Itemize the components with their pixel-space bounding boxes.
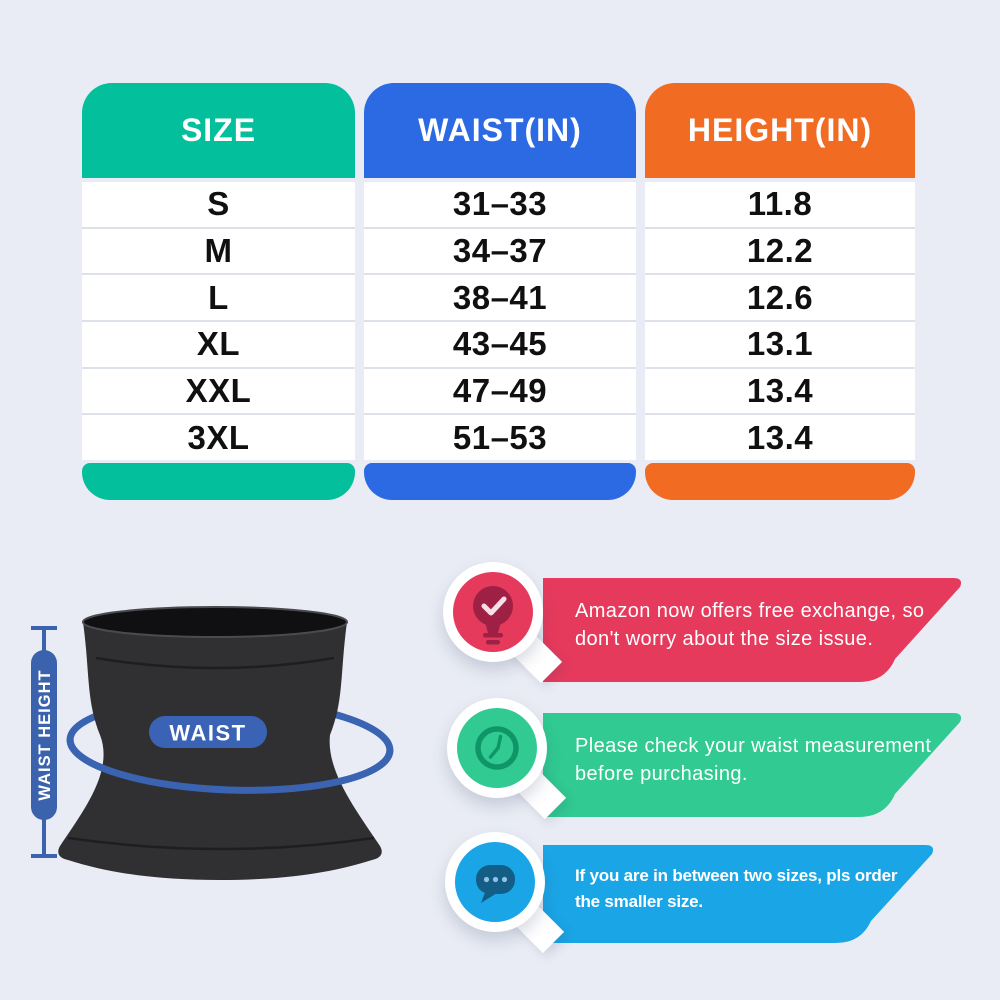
waist-pill (149, 716, 267, 748)
height-column-cells: 11.8 12.2 12.6 13.1 13.4 13.4 (645, 182, 915, 461)
garment-opening (82, 606, 348, 638)
waist-column-header: WAIST(IN) (364, 83, 636, 178)
callout-green-text: Please check your waist measurement befo… (543, 713, 965, 817)
size-table: SIZE S M L XL XXL 3XL WAIST(IN) 31–33 34… (82, 83, 915, 500)
size-column-header: SIZE (82, 83, 355, 178)
callout-blue-text: If you are in between two sizes, pls ord… (543, 845, 937, 943)
chat-dots-icon (476, 865, 515, 903)
waist-cell: 47–49 (364, 368, 636, 416)
callout-red-bubble (443, 562, 543, 662)
size-cell: L (82, 275, 355, 323)
callout-blue-bubble (445, 832, 545, 932)
callout-line: If you are in between two sizes, pls ord… (575, 866, 898, 885)
size-column: SIZE S M L XL XXL 3XL (82, 83, 355, 500)
height-column-header: HEIGHT(IN) (645, 83, 915, 178)
waist-cell: 31–33 (364, 182, 636, 229)
waist-height-label: WAIST HEIGHT (36, 669, 54, 800)
callout-green-bubble (447, 698, 547, 798)
height-cell: 13.1 (645, 322, 915, 369)
height-column-footer-bar (645, 463, 915, 500)
callout-line: the smaller size. (575, 892, 703, 911)
garment-top-seam (95, 656, 335, 670)
waist-cell: 43–45 (364, 322, 636, 369)
green-banner-shape (543, 713, 962, 817)
height-column: HEIGHT(IN) 11.8 12.2 12.6 13.1 13.4 13.4 (645, 83, 915, 500)
red-banner-shape (543, 578, 962, 682)
waist-column-footer-bar (364, 463, 636, 500)
callout-line: Please check your waist measurement (575, 735, 932, 757)
blue-banner-shape (543, 845, 934, 943)
waist-trainer-illustration: WAIST HEIGHT WAIST (31, 606, 394, 880)
clock-icon (475, 726, 519, 770)
size-cell: M (82, 228, 355, 276)
callout-line: don't worry about the size issue. (575, 628, 874, 650)
waist-label: WAIST (169, 721, 246, 746)
callout-green-banner: Please check your waist measurement befo… (543, 713, 965, 817)
waist-column: WAIST(IN) 31–33 34–37 38–41 43–45 47–49 … (364, 83, 636, 500)
height-cell: 13.4 (645, 368, 915, 416)
size-column-footer-bar (82, 463, 355, 500)
size-cell: XXL (82, 368, 355, 416)
waist-cell: 38–41 (364, 275, 636, 323)
height-cell: 12.6 (645, 275, 915, 323)
waist-trainer-garment (58, 622, 382, 880)
waist-column-cells: 31–33 34–37 38–41 43–45 47–49 51–53 (364, 182, 636, 461)
callout-line: Amazon now offers free exchange, so (575, 600, 925, 622)
garment-bottom-seam (67, 836, 375, 851)
height-cell: 12.2 (645, 228, 915, 276)
callout-red-text: Amazon now offers free exchange, so don'… (543, 578, 965, 682)
callout-blue-banner: If you are in between two sizes, pls ord… (543, 845, 937, 943)
waist-cell: 51–53 (364, 415, 636, 461)
height-cell: 13.4 (645, 415, 915, 461)
callout-red-banner: Amazon now offers free exchange, so don'… (543, 578, 965, 682)
waist-height-pill (31, 650, 57, 820)
size-cell: 3XL (82, 415, 355, 461)
size-column-cells: S M L XL XXL 3XL (82, 182, 355, 461)
size-cell: S (82, 182, 355, 229)
callout-line: before purchasing. (575, 763, 748, 785)
size-cell: XL (82, 322, 355, 369)
waist-cell: 34–37 (364, 228, 636, 276)
lightbulb-check-icon (473, 586, 513, 645)
waist-measure-ellipse-front (66, 739, 394, 794)
height-cell: 11.8 (645, 182, 915, 229)
